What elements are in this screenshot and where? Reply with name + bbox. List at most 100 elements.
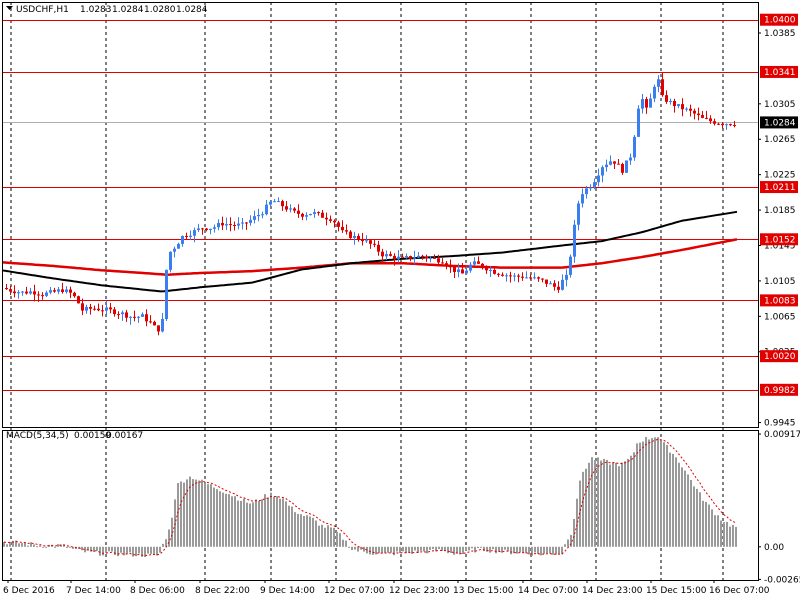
candle-body-88 bbox=[357, 235, 360, 240]
time-label-4: 9 Dec 14:00 bbox=[260, 586, 315, 596]
candle-body-79 bbox=[321, 212, 324, 218]
macd-bar-33 bbox=[102, 546, 104, 556]
macd-bar-52 bbox=[159, 546, 161, 553]
candle-body-180 bbox=[725, 124, 728, 126]
candle-body-80 bbox=[325, 217, 328, 220]
candle-body-182 bbox=[733, 125, 736, 127]
macd-bar-104 bbox=[315, 520, 317, 547]
macd-bar-100 bbox=[303, 515, 305, 547]
candle-body-100 bbox=[405, 255, 408, 257]
candle-body-106 bbox=[429, 257, 432, 259]
candle-body-70 bbox=[285, 206, 288, 210]
moving-averages bbox=[1, 210, 738, 293]
macd-bar-67 bbox=[204, 482, 206, 547]
candle-body-11 bbox=[49, 290, 52, 293]
macd-bar-103 bbox=[312, 517, 314, 547]
macd-bar-210 bbox=[633, 452, 635, 547]
macd-bar-35 bbox=[108, 546, 110, 552]
macd-bar-95 bbox=[288, 505, 290, 547]
candle-body-3 bbox=[17, 292, 20, 294]
macd-bar-209 bbox=[630, 455, 632, 547]
candle-body-13 bbox=[57, 289, 60, 292]
candle-body-115 bbox=[465, 270, 468, 274]
candle-body-96 bbox=[389, 254, 392, 256]
candle-body-131 bbox=[529, 277, 532, 279]
macd-bar-71 bbox=[216, 489, 218, 547]
candle-body-35 bbox=[145, 314, 148, 322]
candle-body-26 bbox=[109, 307, 112, 310]
macd-bar-169 bbox=[510, 546, 512, 555]
time-label-9: 14 Dec 23:00 bbox=[582, 586, 643, 596]
macd-bar-117 bbox=[354, 546, 356, 550]
macd-bar-148 bbox=[447, 546, 449, 554]
macd-bar-31 bbox=[96, 546, 98, 551]
macd-bar-228 bbox=[687, 474, 689, 547]
macd-bar-141 bbox=[426, 546, 428, 554]
price-tick-label-4: 1.0185 bbox=[764, 206, 796, 216]
candle-body-21 bbox=[89, 306, 92, 309]
price-tick-label-3: 1.0225 bbox=[764, 171, 796, 181]
macd-tick-label-0: 0.00917 bbox=[764, 430, 800, 440]
macd-bar-112 bbox=[339, 533, 341, 547]
candle-body-74 bbox=[301, 213, 304, 217]
chart-frame bbox=[2, 2, 759, 581]
candle-body-148 bbox=[597, 175, 600, 183]
candle-body-152 bbox=[613, 161, 616, 164]
macd-bar-91 bbox=[276, 496, 278, 547]
candle-body-101 bbox=[409, 255, 412, 259]
candle-body-97 bbox=[393, 255, 396, 260]
candle-body-158 bbox=[637, 108, 640, 137]
ohlc-open: 1.0283 bbox=[80, 5, 112, 15]
macd-bar-80 bbox=[243, 498, 245, 547]
candle-body-29 bbox=[121, 312, 124, 315]
macd-bar-161 bbox=[486, 546, 488, 552]
level-tag-label-4: 1.0083 bbox=[764, 296, 796, 306]
candle-body-36 bbox=[149, 321, 152, 323]
candle-body-175 bbox=[705, 117, 708, 119]
macd-bar-182 bbox=[549, 546, 551, 554]
candle-body-171 bbox=[689, 108, 692, 111]
candle-body-45 bbox=[185, 235, 188, 237]
candle-body-102 bbox=[413, 257, 416, 259]
candle-body-168 bbox=[677, 104, 680, 107]
macd-bar-65 bbox=[198, 480, 200, 547]
macd-bar-160 bbox=[483, 546, 485, 552]
candle-body-85 bbox=[345, 230, 348, 232]
macd-bar-208 bbox=[627, 458, 629, 547]
macd-bar-111 bbox=[336, 531, 338, 547]
macd-bar-41 bbox=[126, 546, 128, 554]
candle-body-118 bbox=[477, 261, 480, 264]
macd-bar-36 bbox=[111, 546, 113, 552]
level-tag-label-0: 1.0400 bbox=[764, 16, 796, 26]
candle-body-141 bbox=[569, 256, 572, 275]
macd-bar-26 bbox=[81, 546, 83, 551]
candle-body-156 bbox=[629, 157, 632, 161]
candle-body-25 bbox=[105, 307, 108, 311]
level-tag-2 bbox=[760, 181, 798, 194]
macd-bar-147 bbox=[444, 546, 446, 551]
candle-body-33 bbox=[137, 316, 140, 318]
macd-bar-54 bbox=[165, 539, 167, 547]
candle-body-124 bbox=[501, 274, 504, 276]
macd-bar-56 bbox=[171, 517, 173, 547]
macd-bar-122 bbox=[369, 546, 371, 555]
candle-body-86 bbox=[349, 231, 352, 238]
candle-body-17 bbox=[73, 292, 76, 297]
time-label-7: 13 Dec 15:00 bbox=[453, 586, 514, 596]
macd-bar-125 bbox=[378, 546, 380, 554]
macd-bar-176 bbox=[531, 546, 533, 556]
candle-body-61 bbox=[249, 219, 252, 223]
candle-body-67 bbox=[273, 201, 276, 203]
candle-body-165 bbox=[665, 95, 668, 102]
candle-body-56 bbox=[229, 224, 232, 226]
macd-bar-61 bbox=[186, 479, 188, 547]
chart-menu-icon[interactable] bbox=[6, 6, 13, 10]
macd-bar-196 bbox=[591, 457, 593, 547]
candle-body-38 bbox=[157, 325, 160, 332]
macd-bar-23 bbox=[72, 546, 74, 549]
macd-bar-191 bbox=[576, 498, 578, 547]
macd-bar-72 bbox=[219, 491, 221, 547]
candle-body-7 bbox=[33, 291, 36, 295]
